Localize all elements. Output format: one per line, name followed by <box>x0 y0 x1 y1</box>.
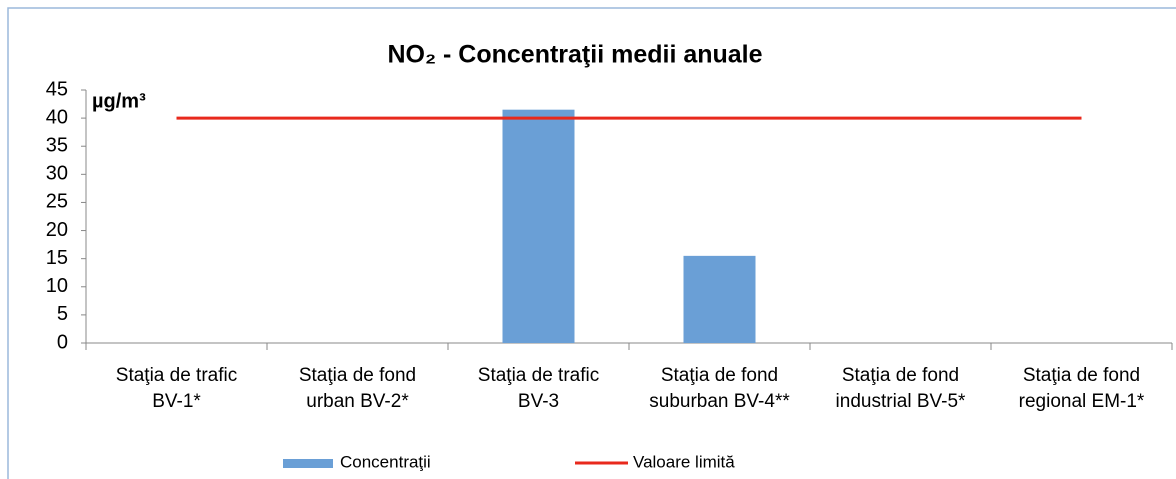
y-tick-label: 40 <box>46 106 68 128</box>
x-tick-label: Staţia de trafic <box>478 365 599 386</box>
y-tick-label: 20 <box>46 219 68 241</box>
x-tick-label: Staţia de fond <box>661 365 778 386</box>
x-tick-label: industrial BV-5* <box>836 391 967 412</box>
y-tick-label: 45 <box>46 78 68 100</box>
y-tick-label: 15 <box>46 247 68 269</box>
x-tick-label: BV-1* <box>152 391 201 412</box>
x-tick-label: Staţia de fond <box>299 365 416 386</box>
legend-label: Concentraţii <box>340 452 431 471</box>
y-tick-label: 5 <box>57 303 68 325</box>
x-tick-label: Staţia de fond <box>842 365 959 386</box>
y-tick-label: 10 <box>46 275 68 297</box>
y-tick-label: 0 <box>57 331 68 353</box>
x-tick-label: Staţia de trafic <box>116 365 237 386</box>
y-tick-label: 25 <box>46 191 68 213</box>
bar <box>502 109 575 343</box>
x-tick-label: Staţia de fond <box>1023 365 1140 386</box>
x-tick-label: regional EM-1* <box>1019 391 1145 412</box>
legend-label: Valoare limită <box>633 452 735 471</box>
y-tick-label: 35 <box>46 135 68 157</box>
frame <box>7 7 1176 479</box>
bar <box>683 255 756 343</box>
x-tick-label: urban BV-2* <box>306 391 409 412</box>
x-tick-label: suburban BV-4** <box>649 391 790 412</box>
x-tick-label: BV-3 <box>518 391 559 412</box>
y-tick-label: 30 <box>46 163 68 185</box>
y-axis-unit: µg/m³ <box>92 90 146 112</box>
chart-title: NO₂ - Concentraţii medii anuale <box>387 41 762 69</box>
legend-swatch <box>283 459 333 468</box>
